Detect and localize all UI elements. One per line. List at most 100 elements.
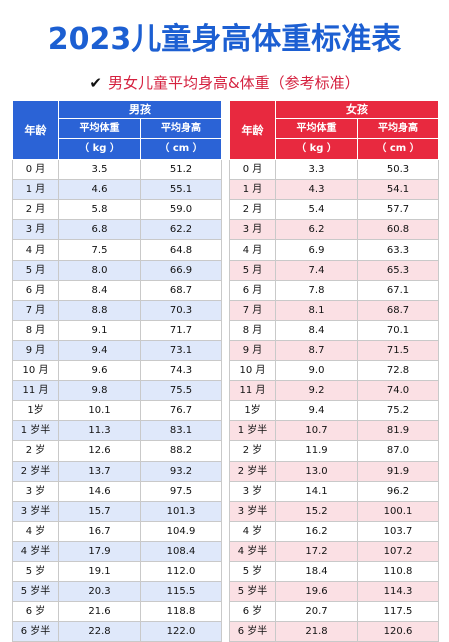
height-cell: 114.3	[357, 581, 439, 603]
table-row: 2 岁半 13.0 91.9	[229, 460, 439, 482]
table-row: 6 岁半 22.8 122.0	[12, 621, 222, 642]
height-cell: 104.9	[140, 520, 222, 542]
table-row: 8 月 9.1 71.7	[12, 319, 222, 341]
table-row: 3 岁 14.6 97.5	[12, 480, 222, 502]
weight-cell: 4.3	[275, 179, 358, 201]
age-cell: 5 岁半	[12, 581, 59, 603]
age-cell: 1岁	[12, 400, 59, 422]
table-row: 4 月 7.5 64.8	[12, 239, 222, 261]
height-cell: 71.7	[140, 319, 222, 341]
age-cell: 10 月	[12, 360, 59, 382]
height-cell: 50.3	[357, 159, 439, 181]
age-cell: 2 岁	[229, 440, 276, 462]
height-cell: 55.1	[140, 179, 222, 201]
height-cell: 120.6	[357, 621, 439, 642]
age-cell: 4 岁	[229, 520, 276, 542]
weight-cell: 11.3	[58, 420, 141, 442]
age-cell: 4 岁	[12, 520, 59, 542]
table-row: 4 岁 16.7 104.9	[12, 520, 222, 542]
weight-cell: 4.6	[58, 179, 141, 201]
table-row: 3 岁半 15.7 101.3	[12, 500, 222, 522]
table-row: 6 岁半 21.8 120.6	[229, 621, 439, 642]
weight-cell: 19.6	[275, 581, 358, 603]
weight-cell: 21.8	[275, 621, 358, 642]
height-cell: 88.2	[140, 440, 222, 462]
table-row: 6 岁 20.7 117.5	[229, 601, 439, 623]
subtitle-text: 男女儿童平均身高&体重（参考标准）	[107, 74, 360, 92]
height-cell: 68.7	[140, 279, 222, 301]
age-cell: 4 月	[12, 239, 59, 261]
age-cell: 3 月	[229, 219, 276, 241]
subtitle: ✔ 男女儿童平均身高&体重（参考标准）	[0, 72, 449, 93]
table-row: 5 岁半 19.6 114.3	[229, 581, 439, 603]
age-cell: 1 岁半	[229, 420, 276, 442]
height-cell: 51.2	[140, 159, 222, 181]
age-cell: 8 月	[12, 319, 59, 341]
weight-header: 平均体重	[275, 117, 358, 140]
age-cell: 5 月	[12, 259, 59, 281]
height-cell: 122.0	[140, 621, 222, 642]
age-cell: 5 月	[229, 259, 276, 281]
girls-table-body: 年龄 女孩 平均体重 平均身高 （ kg ） （ cm ） 0 月 3.3 50.3…	[229, 99, 439, 642]
height-header: 平均身高	[357, 117, 439, 140]
height-cell: 117.5	[357, 601, 439, 623]
age-cell: 4 月	[229, 239, 276, 261]
age-cell: 0 月	[229, 159, 276, 181]
table-row: 0 月 3.5 51.2	[12, 159, 222, 181]
table-row: 4 月 6.9 63.3	[229, 239, 439, 261]
weight-cell: 17.2	[275, 540, 358, 562]
age-header: 年龄	[229, 99, 276, 161]
table-row: 5 月 7.4 65.3	[229, 259, 439, 281]
table-row: 4 岁 16.2 103.7	[229, 520, 439, 542]
table-row: 3 月 6.2 60.8	[229, 219, 439, 241]
weight-cell: 9.0	[275, 360, 358, 382]
weight-cell: 13.0	[275, 460, 358, 482]
height-cell: 54.1	[357, 179, 439, 201]
table-row: 5 岁半 20.3 115.5	[12, 581, 222, 603]
height-cell: 75.5	[140, 380, 222, 402]
weight-cell: 8.4	[58, 279, 141, 301]
age-cell: 2 岁	[12, 440, 59, 462]
height-cell: 93.2	[140, 460, 222, 482]
height-cell: 87.0	[357, 440, 439, 462]
weight-cell: 14.1	[275, 480, 358, 502]
height-cell: 74.0	[357, 380, 439, 402]
height-cell: 91.9	[357, 460, 439, 482]
weight-cell: 6.2	[275, 219, 358, 241]
girls-table: 年龄 女孩 平均体重 平均身高 （ kg ） （ cm ） 0 月 3.3 50.3…	[229, 99, 439, 642]
weight-unit: （ kg ）	[58, 138, 141, 161]
table-row: 2 月 5.8 59.0	[12, 199, 222, 221]
height-cell: 64.8	[140, 239, 222, 261]
check-icon: ✔	[89, 74, 102, 92]
age-cell: 3 岁	[12, 480, 59, 502]
age-cell: 3 岁半	[229, 500, 276, 522]
age-cell: 1 岁半	[12, 420, 59, 442]
weight-cell: 12.6	[58, 440, 141, 462]
weight-cell: 3.3	[275, 159, 358, 181]
height-cell: 60.8	[357, 219, 439, 241]
weight-cell: 16.2	[275, 520, 358, 542]
age-cell: 2 月	[12, 199, 59, 221]
weight-cell: 13.7	[58, 460, 141, 482]
height-header: 平均身高	[140, 117, 222, 140]
table-row: 5 月 8.0 66.9	[12, 259, 222, 281]
table-row: 6 月 8.4 68.7	[12, 279, 222, 301]
height-cell: 62.2	[140, 219, 222, 241]
age-cell: 9 月	[12, 339, 59, 362]
age-cell: 5 岁半	[229, 581, 276, 603]
age-cell: 1 月	[229, 179, 276, 201]
table-row: 5 岁 19.1 112.0	[12, 560, 222, 583]
height-cell: 57.7	[357, 199, 439, 221]
height-cell: 70.3	[140, 299, 222, 321]
height-cell: 66.9	[140, 259, 222, 281]
height-cell: 70.1	[357, 319, 439, 341]
weight-cell: 18.4	[275, 560, 358, 583]
page-title: 2023儿童身高体重标准表	[47, 22, 402, 57]
table-row: 11 月 9.8 75.5	[12, 380, 222, 402]
age-cell: 3 岁	[229, 480, 276, 502]
table-row: 10 月 9.6 74.3	[12, 360, 222, 382]
height-cell: 101.3	[140, 500, 222, 522]
height-cell: 74.3	[140, 360, 222, 382]
boys-table: 年龄 男孩 平均体重 平均身高 （ kg ） （ cm ） 0 月 3.5 51.2…	[12, 99, 222, 642]
height-cell: 100.1	[357, 500, 439, 522]
